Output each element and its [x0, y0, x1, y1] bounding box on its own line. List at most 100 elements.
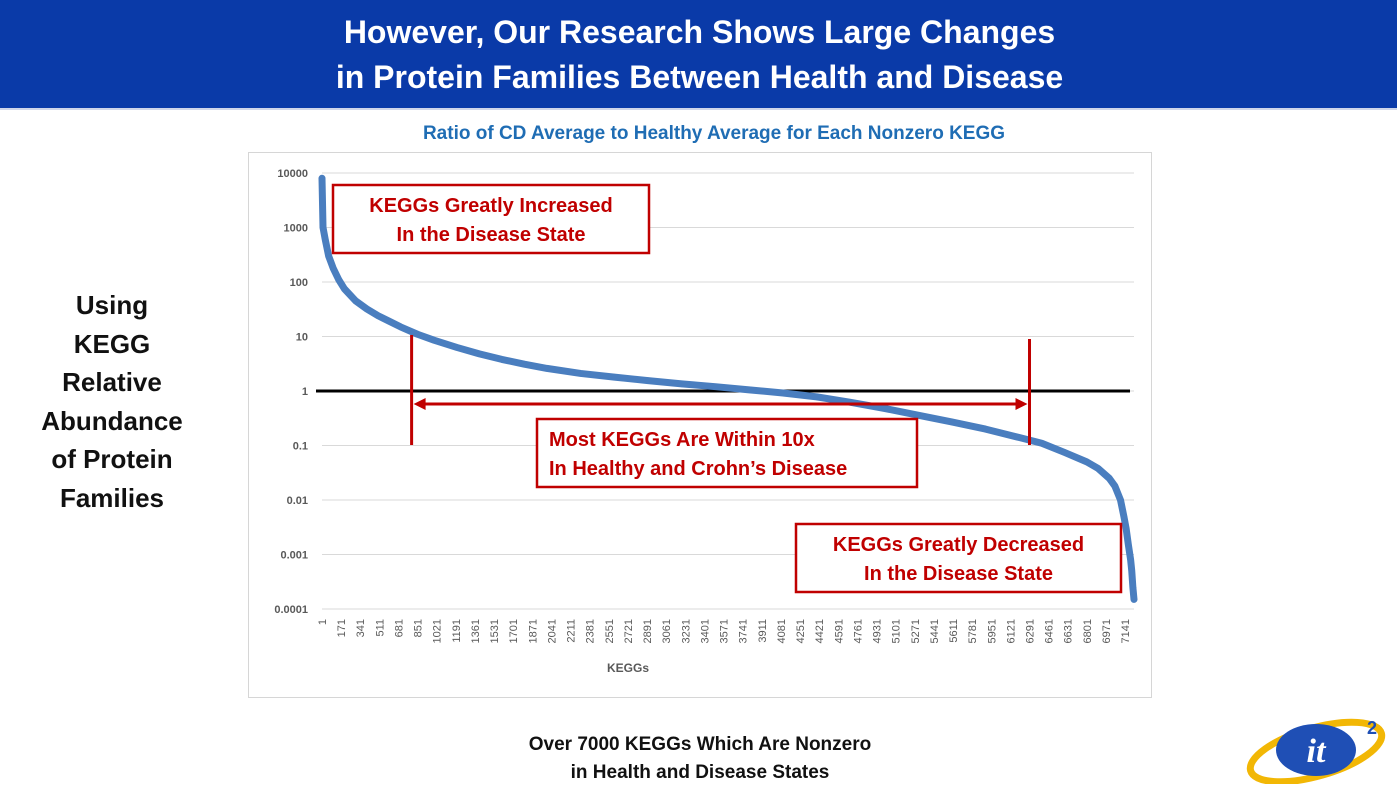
- x-tick-label: 5951: [986, 619, 998, 643]
- x-tick-label: 341: [355, 619, 367, 637]
- title-banner: [0, 0, 1397, 110]
- data-point: [982, 425, 989, 433]
- data-point: [1094, 465, 1102, 472]
- x-tick-label: 3911: [757, 619, 769, 643]
- data-point: [779, 389, 787, 397]
- y-tick-label: 0.001: [280, 550, 308, 562]
- side-label-line: Using: [75, 290, 149, 320]
- footnote-line-2: in Health and Disease States: [570, 762, 830, 783]
- data-point: [341, 285, 348, 293]
- increased-callout-text: In the Disease State: [397, 224, 586, 246]
- slide-title-line-1: However, Our Research Shows Large Change…: [343, 14, 1056, 50]
- side-label: Using KEGG Relative Abundance of Protein…: [18, 286, 206, 517]
- x-tick-label: 1531: [489, 619, 501, 643]
- side-label-line: KEGG: [73, 328, 151, 359]
- chart-title: Ratio of CD Average to Healthy Average f…: [422, 123, 1006, 144]
- within-10x-callout-text: In Healthy and Crohn’s Disease: [549, 458, 847, 480]
- within-10x-callout: [535, 417, 919, 489]
- data-point: [1127, 556, 1134, 563]
- increased-callout: [331, 183, 651, 255]
- x-tick-label: 4251: [795, 619, 807, 643]
- slide-title: However, Our Research Shows Large Change…: [0, 10, 1399, 100]
- x-tick-label: 3741: [738, 619, 750, 643]
- slide-title-line-2: in Protein Families Between Health and D…: [335, 59, 1064, 95]
- x-tick-label: 5101: [891, 619, 903, 643]
- x-tick-label: 6121: [1005, 619, 1017, 643]
- x-tick-label: 1021: [432, 619, 444, 643]
- decreased-callout: [794, 522, 1123, 594]
- footnote: Over 7000 KEGGs Which Are Nonzero in Hea…: [400, 731, 1000, 787]
- data-point: [644, 377, 652, 384]
- x-tick-label: 171: [336, 619, 348, 637]
- increased-callout-text: KEGGs Greatly Increased: [369, 195, 612, 217]
- data-point: [712, 383, 719, 390]
- x-tick-label: 1: [317, 619, 329, 625]
- x-tick-label: 3401: [699, 619, 711, 643]
- range-arrow-left-head: [413, 398, 426, 410]
- x-tick-label: 1191: [451, 619, 463, 643]
- x-tick-label: 2041: [546, 619, 558, 643]
- data-point: [1111, 482, 1119, 490]
- x-tick-label: 5781: [967, 619, 979, 643]
- within-10x-callout-text: Most KEGGs Are Within 10x: [549, 429, 815, 451]
- data-point: [1130, 596, 1138, 603]
- x-tick-label: 6971: [1101, 619, 1113, 643]
- data-point: [948, 418, 955, 426]
- data-point: [1038, 440, 1045, 447]
- logo-superscript: 2: [1367, 718, 1377, 738]
- x-tick-label: 4591: [833, 619, 845, 643]
- data-point: [1129, 584, 1137, 591]
- data-point: [521, 361, 528, 368]
- x-tick-label: 4931: [872, 619, 884, 643]
- data-point: [335, 276, 342, 283]
- x-tick-label: 5611: [948, 619, 960, 643]
- data-point: [329, 264, 337, 272]
- data-point: [813, 393, 821, 401]
- x-tick-label: 7141: [1120, 619, 1132, 643]
- logo-disc: [1276, 724, 1356, 776]
- x-tick-label: 6461: [1044, 619, 1056, 643]
- data-point: [1083, 458, 1090, 466]
- x-tick-label: 3231: [680, 619, 692, 643]
- x-tick-label: 4761: [852, 619, 864, 643]
- data-point: [319, 224, 327, 231]
- side-label-line: Relative: [62, 367, 162, 397]
- decreased-callout-text: KEGGs Greatly Decreased: [833, 534, 1084, 556]
- data-point: [914, 411, 922, 419]
- chart-svg: 10000 1000 100 10 1 0.1 0.01 0.001 0.0001 1 171 341…: [274, 168, 1138, 675]
- x-tick-label: 2381: [585, 619, 597, 643]
- data-point: [1122, 525, 1130, 532]
- data-point: [397, 323, 404, 331]
- data-point: [498, 356, 506, 363]
- data-point: [374, 312, 382, 319]
- side-label-line: of Protein: [51, 444, 173, 474]
- x-tick-label: 1871: [527, 619, 539, 643]
- side-label-line: Abundance: [41, 405, 183, 436]
- x-tick-label: 6291: [1025, 619, 1037, 643]
- data-point: [431, 337, 438, 344]
- side-label-line: Families: [59, 482, 165, 513]
- data-point: [476, 350, 483, 358]
- data-point: [1120, 513, 1128, 520]
- x-tick-label: 4081: [776, 619, 788, 643]
- data-point: [325, 252, 332, 260]
- data-point: [543, 365, 551, 372]
- y-tick-label: 10000: [277, 168, 308, 180]
- it2-logo: it 2: [1246, 718, 1386, 784]
- x-tick-label: 2891: [642, 619, 654, 643]
- data-point: [414, 331, 421, 338]
- x-tick-label: 681: [393, 619, 405, 637]
- y-tick-label: 0.01: [287, 495, 308, 507]
- x-tick-label: 5271: [910, 619, 922, 643]
- y-tick-label: 1: [302, 386, 308, 398]
- x-tick-label: 851: [413, 619, 425, 637]
- data-point: [322, 236, 329, 243]
- data-point: [1125, 541, 1132, 549]
- y-tick-label: 0.1: [293, 441, 308, 453]
- y-tick-label: 10: [296, 332, 308, 344]
- logo-text: it: [1307, 733, 1327, 770]
- x-tick-label: 2551: [604, 619, 616, 643]
- data-point: [318, 175, 326, 182]
- data-point: [678, 380, 686, 388]
- decreased-callout-text: In the Disease State: [864, 563, 1053, 585]
